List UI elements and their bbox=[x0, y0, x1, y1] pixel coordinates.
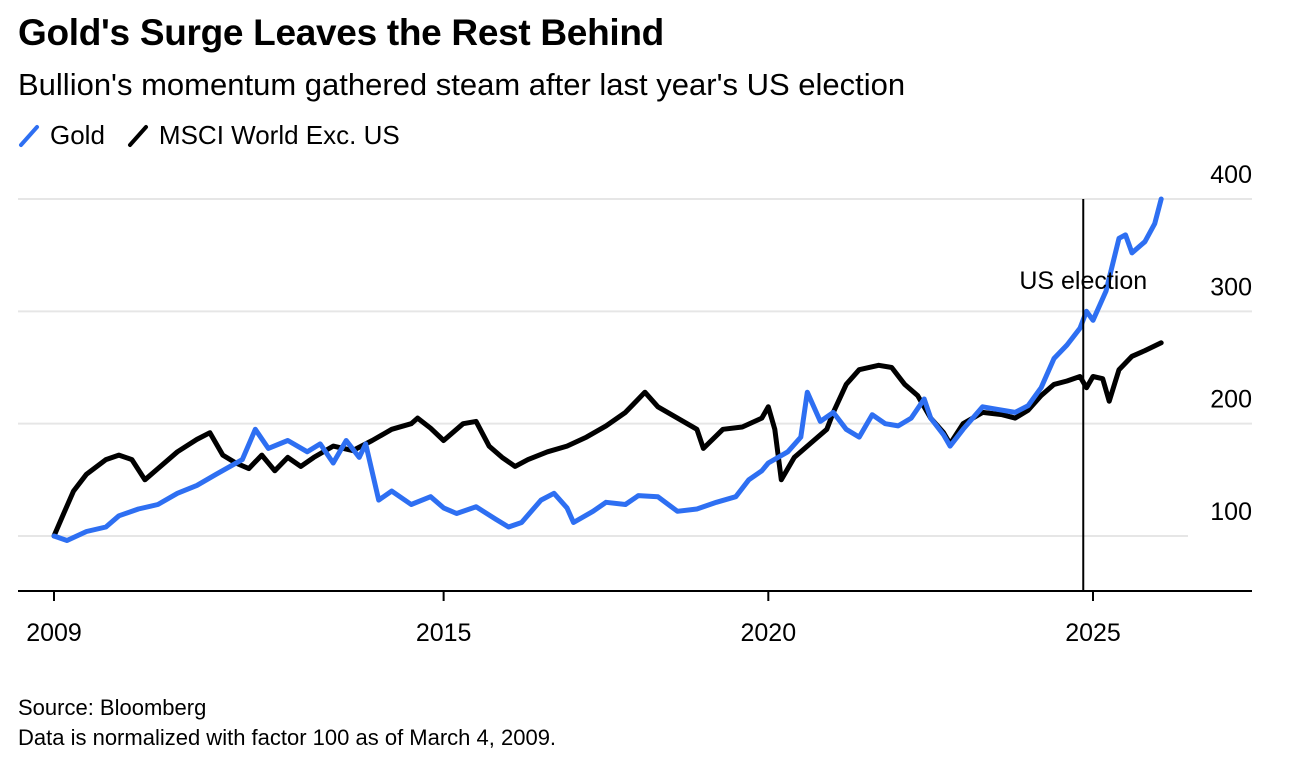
y-tick-label: 200 bbox=[1210, 386, 1252, 414]
us-election-label: US election bbox=[1019, 267, 1147, 295]
x-tick-label: 2015 bbox=[416, 619, 472, 647]
msci-series-line bbox=[51, 340, 1164, 539]
y-tick-label: 300 bbox=[1210, 273, 1252, 301]
line-chart: 100 200 300 400 2009 2015 2020 2025 US election bbox=[18, 161, 1252, 647]
gold-series-line bbox=[51, 196, 1164, 543]
chart-title: Gold's Surge Leaves the Rest Behind bbox=[18, 12, 664, 53]
normalization-note: Data is normalized with factor 100 as of… bbox=[18, 725, 557, 750]
legend-label-msci: MSCI World Exc. US bbox=[158, 120, 400, 150]
source-note: Source: Bloomberg bbox=[18, 695, 207, 720]
x-tick-label: 2025 bbox=[1065, 619, 1121, 647]
gold-line-icon bbox=[19, 124, 39, 147]
y-tick-label: 400 bbox=[1210, 161, 1252, 189]
chart-footer: Source: Bloomberg Data is normalized wit… bbox=[18, 693, 556, 753]
legend-item-gold: Gold bbox=[18, 120, 105, 151]
y-tick-label: 100 bbox=[1210, 498, 1252, 526]
legend-label-gold: Gold bbox=[50, 120, 105, 150]
x-tick-label: 2020 bbox=[741, 619, 797, 647]
legend: Gold MSCI World Exc. US bbox=[18, 120, 422, 151]
chart-subtitle: Bullion's momentum gathered steam after … bbox=[18, 67, 906, 102]
legend-item-msci: MSCI World Exc. US bbox=[127, 120, 400, 151]
msci-line-icon bbox=[127, 124, 148, 147]
x-tick-label: 2009 bbox=[26, 619, 82, 647]
